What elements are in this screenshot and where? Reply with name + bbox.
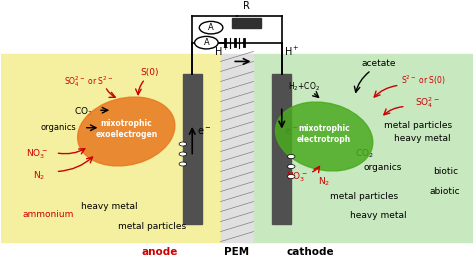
Circle shape xyxy=(199,21,223,34)
Text: e$^-$: e$^-$ xyxy=(197,126,211,137)
Text: cathode: cathode xyxy=(286,247,334,257)
Text: mixotrophic
electrotroph: mixotrophic electrotroph xyxy=(297,124,351,144)
Text: PEM: PEM xyxy=(224,247,250,257)
Text: S$^{2-}$ or S(0): S$^{2-}$ or S(0) xyxy=(401,73,446,87)
Text: metal particles: metal particles xyxy=(330,192,398,201)
Ellipse shape xyxy=(78,97,175,166)
Bar xyxy=(232,18,261,28)
Text: heavy metal: heavy metal xyxy=(82,202,138,211)
Text: N$_2$: N$_2$ xyxy=(33,169,45,181)
Text: H$^+$: H$^+$ xyxy=(214,45,230,58)
Circle shape xyxy=(287,155,295,159)
Circle shape xyxy=(179,142,187,146)
Bar xyxy=(273,74,291,224)
Ellipse shape xyxy=(275,102,373,171)
Text: CO$_2$: CO$_2$ xyxy=(74,105,93,118)
Bar xyxy=(220,54,254,242)
Text: heavy metal: heavy metal xyxy=(350,211,407,220)
Text: abiotic: abiotic xyxy=(430,187,461,196)
Text: SO$_4^{2-}$ or S$^{2-}$: SO$_4^{2-}$ or S$^{2-}$ xyxy=(64,74,113,89)
Text: SO$_4^{2-}$: SO$_4^{2-}$ xyxy=(416,95,440,110)
Text: acetate: acetate xyxy=(361,59,396,68)
Text: H$_2$+CO$_2$: H$_2$+CO$_2$ xyxy=(288,80,320,93)
Circle shape xyxy=(287,165,295,169)
Text: biotic: biotic xyxy=(433,167,458,176)
Text: metal particles: metal particles xyxy=(384,121,453,130)
Text: NO$_3^-$: NO$_3^-$ xyxy=(286,170,308,184)
Text: R: R xyxy=(243,1,250,11)
Text: e$^-$: e$^-$ xyxy=(284,126,299,137)
Text: A: A xyxy=(208,23,214,32)
Text: N$_2$: N$_2$ xyxy=(318,175,330,188)
Circle shape xyxy=(179,162,187,166)
Text: A: A xyxy=(203,38,209,47)
Circle shape xyxy=(195,36,218,49)
Text: metal particles: metal particles xyxy=(118,222,186,231)
Text: anode: anode xyxy=(141,247,177,257)
Text: NO$_3^-$: NO$_3^-$ xyxy=(26,147,47,161)
Text: organics: organics xyxy=(364,163,402,171)
Text: heavy metal: heavy metal xyxy=(394,134,450,143)
Text: mixotrophic
exoelectrogen: mixotrophic exoelectrogen xyxy=(95,119,157,139)
Bar xyxy=(246,54,473,242)
Text: organics: organics xyxy=(40,123,76,132)
Bar xyxy=(1,11,473,54)
Circle shape xyxy=(179,152,187,156)
Text: H$^+$: H$^+$ xyxy=(284,45,300,58)
Circle shape xyxy=(287,175,295,179)
Text: ammonium: ammonium xyxy=(23,210,74,219)
Bar xyxy=(1,54,228,242)
Text: S(0): S(0) xyxy=(141,68,159,77)
Bar xyxy=(183,74,201,224)
Text: CO$_2$: CO$_2$ xyxy=(355,148,374,160)
